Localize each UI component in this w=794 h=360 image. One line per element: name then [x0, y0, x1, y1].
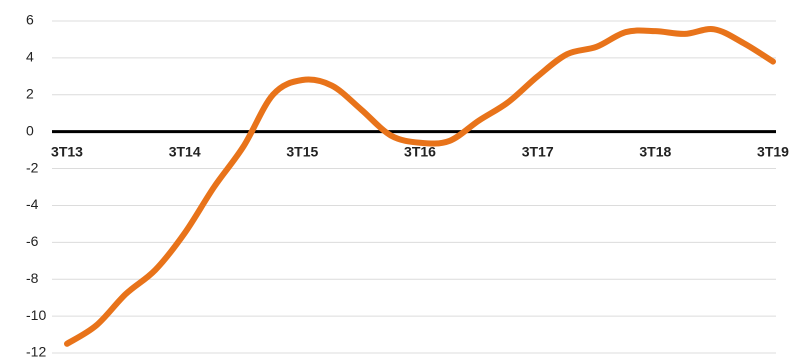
- x-tick-label: 3T14: [169, 143, 201, 159]
- x-tick-label: 3T13: [51, 143, 83, 159]
- y-tick-label: 6: [26, 12, 34, 28]
- x-tick-label: 3T19: [757, 143, 789, 159]
- y-tick-label: -2: [26, 159, 39, 175]
- y-tick-label: -12: [26, 344, 46, 360]
- data-line: [64, 26, 776, 347]
- x-tick-label: 3T17: [522, 143, 554, 159]
- y-tick-label: 0: [26, 122, 34, 138]
- y-tick-label: -6: [26, 233, 39, 249]
- x-tick-label: 3T16: [404, 143, 436, 159]
- y-tick-label: -4: [26, 196, 39, 212]
- x-tick-label: 3T15: [286, 143, 318, 159]
- y-tick-label: -8: [26, 270, 39, 286]
- y-tick-label: -10: [26, 307, 46, 323]
- y-tick-label: 2: [26, 85, 34, 101]
- y-tick-label: 4: [26, 49, 34, 65]
- x-tick-label: 3T18: [639, 143, 671, 159]
